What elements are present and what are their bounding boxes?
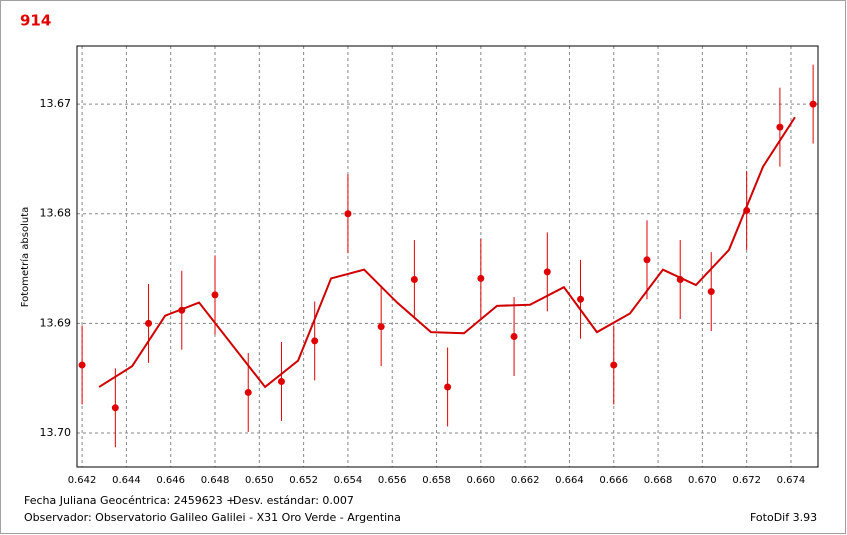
data-point bbox=[510, 333, 518, 341]
x-tick-label: 0.658 bbox=[422, 475, 451, 486]
x-tick-label: 0.672 bbox=[732, 475, 761, 486]
x-tick-label: 0.660 bbox=[467, 475, 496, 486]
x-tick-label: 0.642 bbox=[68, 475, 97, 486]
x-tick-label: 0.652 bbox=[289, 475, 318, 486]
x-tick-label: 0.648 bbox=[201, 475, 230, 486]
y-tick-label: 13.70 bbox=[40, 426, 72, 439]
data-point bbox=[244, 388, 252, 396]
data-point bbox=[277, 377, 285, 385]
x-tick-label: 0.670 bbox=[688, 475, 717, 486]
data-point bbox=[477, 274, 485, 282]
x-tick-label: 0.674 bbox=[777, 475, 806, 486]
y-tick-label: 13.68 bbox=[40, 207, 72, 220]
data-point bbox=[610, 361, 618, 369]
x-tick-label: 0.668 bbox=[644, 475, 673, 486]
x-tick-label: 0.666 bbox=[599, 475, 628, 486]
data-point bbox=[776, 123, 784, 131]
footer-date: Fecha Juliana Geocéntrica: 2459623 + bbox=[24, 494, 235, 507]
y-tick-label: 13.69 bbox=[40, 316, 72, 329]
data-point bbox=[707, 288, 715, 296]
data-point bbox=[643, 256, 651, 264]
x-tick-label: 0.662 bbox=[511, 475, 540, 486]
y-axis-label: Fotometría absoluta bbox=[19, 207, 31, 308]
x-tick-label: 0.654 bbox=[334, 475, 363, 486]
data-point bbox=[543, 268, 551, 276]
y-tick-label: 13.67 bbox=[40, 97, 72, 110]
data-point bbox=[111, 404, 119, 412]
chart-title: 914 bbox=[20, 12, 51, 30]
x-tick-label: 0.650 bbox=[245, 475, 274, 486]
x-tick-label: 0.656 bbox=[378, 475, 407, 486]
data-point bbox=[344, 210, 352, 218]
data-point bbox=[410, 276, 418, 284]
x-tick-label: 0.644 bbox=[112, 475, 141, 486]
data-point bbox=[311, 337, 319, 345]
data-point bbox=[145, 319, 153, 327]
footer-software: FotoDif 3.93 bbox=[750, 511, 817, 524]
fit-line bbox=[98, 116, 796, 389]
x-tick-label: 0.646 bbox=[156, 475, 185, 486]
plot-border bbox=[76, 45, 819, 468]
data-point bbox=[78, 361, 86, 369]
data-point bbox=[809, 100, 817, 108]
data-point bbox=[577, 295, 585, 303]
x-tick-label: 0.664 bbox=[555, 475, 584, 486]
data-point bbox=[377, 323, 385, 331]
footer-observer: Observador: Observatorio Galileo Galilei… bbox=[24, 511, 401, 524]
data-point bbox=[444, 383, 452, 391]
footer-std: Desv. estándar: 0.007 bbox=[233, 494, 354, 507]
data-point bbox=[211, 291, 219, 299]
